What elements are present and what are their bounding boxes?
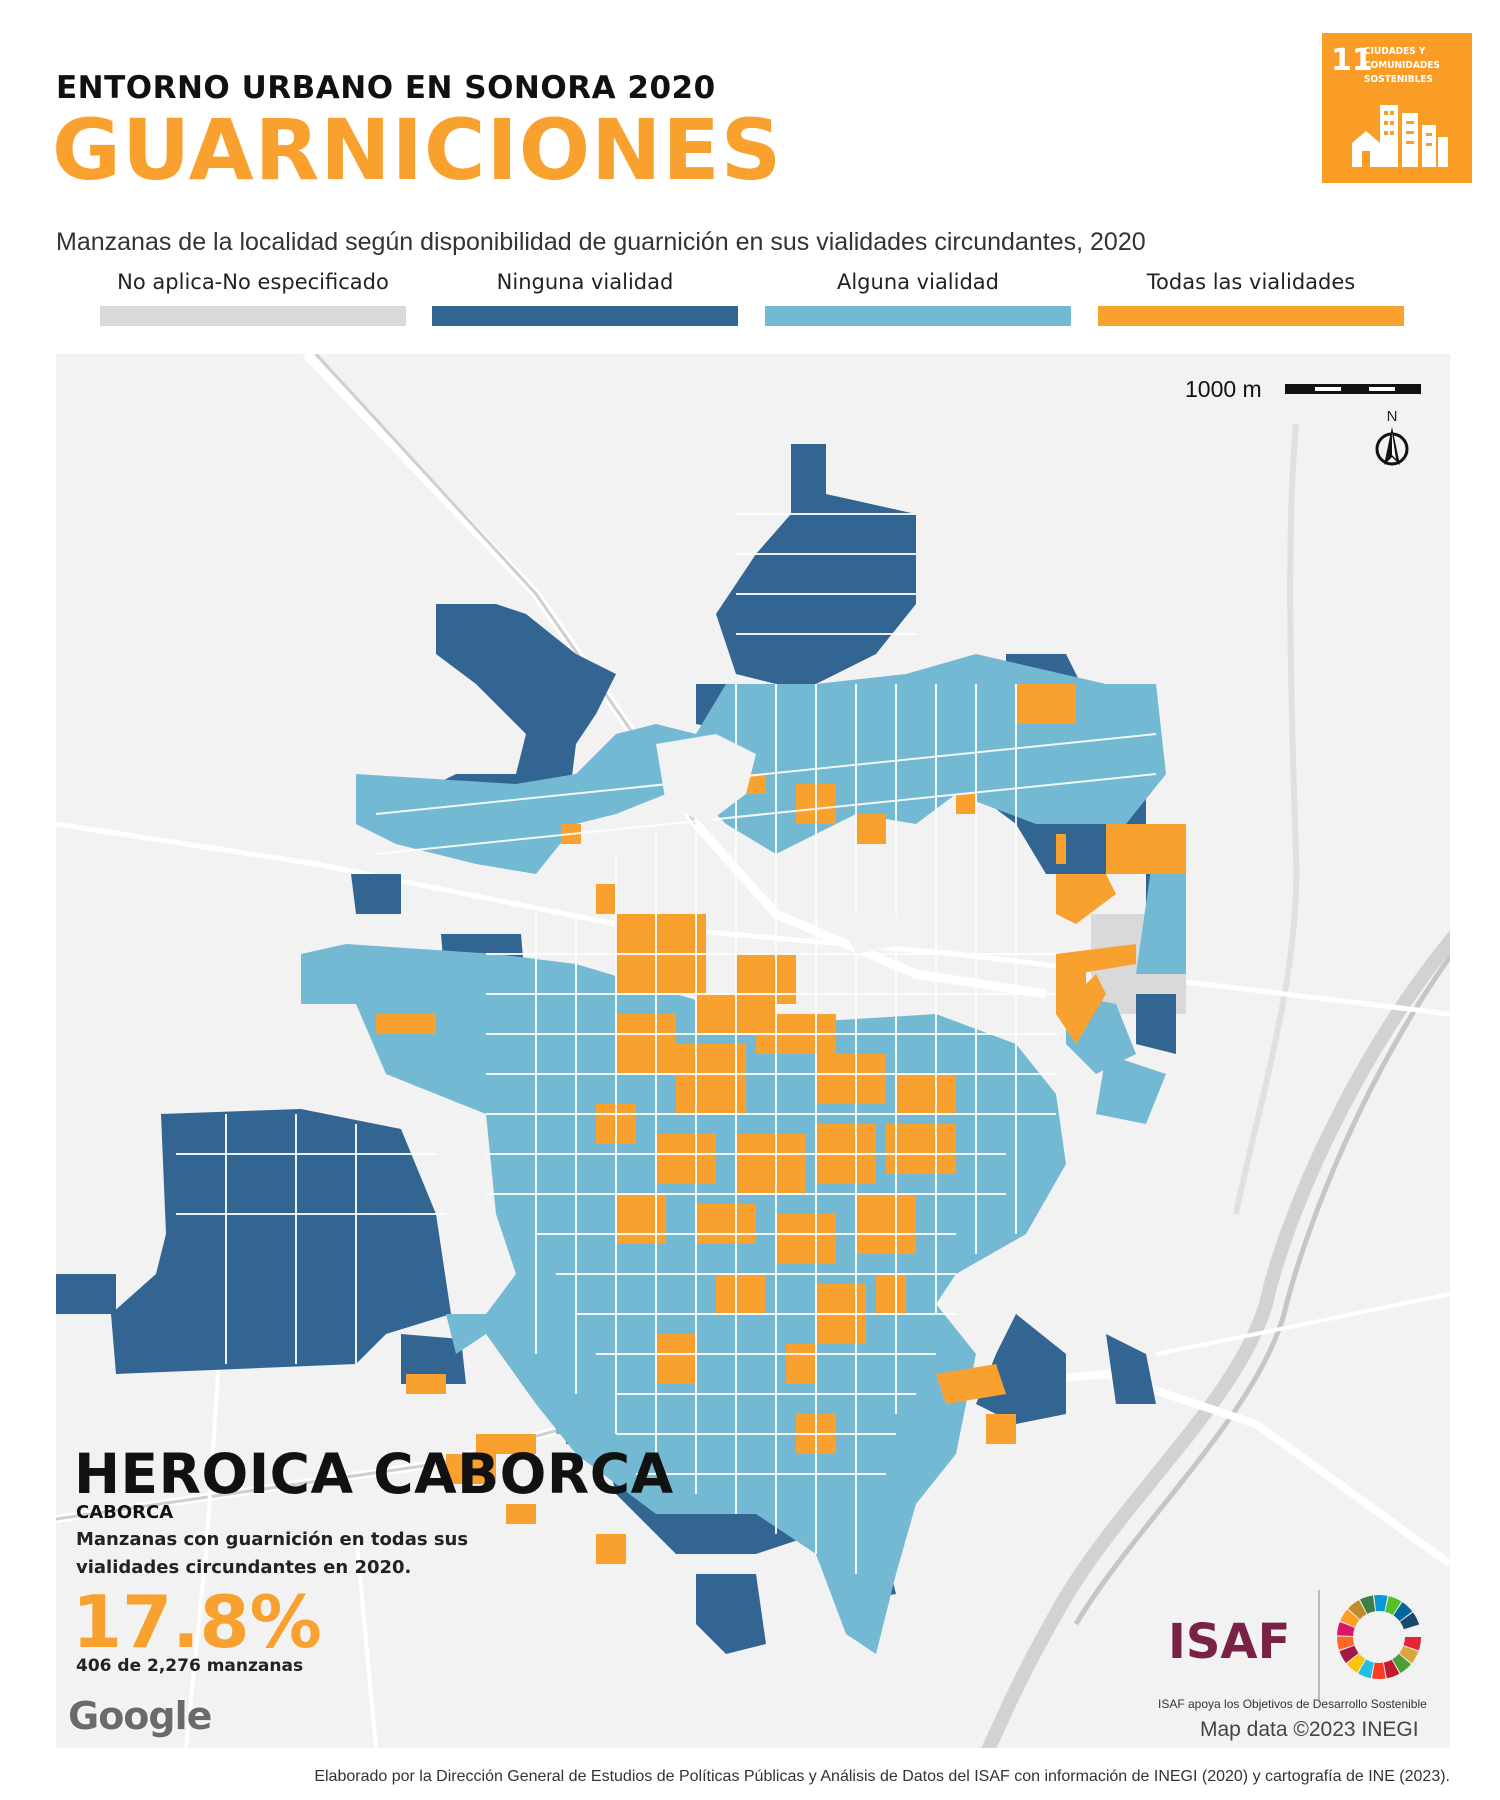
legend-label-alguna: Alguna vialidad xyxy=(836,270,1000,294)
legend-label-ninguna: Ninguna vialidad xyxy=(496,270,674,294)
map-attribution[interactable]: Map data ©2023 INEGI xyxy=(1200,1718,1419,1741)
page-title: GUARNICIONES xyxy=(52,101,783,199)
locality-name: HEROICA CABORCA xyxy=(74,1442,674,1506)
isaf-tagline: ISAF apoya los Objetivos de Desarrollo S… xyxy=(1158,1697,1427,1711)
city-buildings-icon xyxy=(1352,105,1448,167)
sdg-number: 11 xyxy=(1331,43,1373,78)
stat-description: Manzanas con guarnición en todas sus via… xyxy=(76,1529,469,1578)
sdg-label: CIUDADES Y COMUNIDADES SOSTENIBLES xyxy=(1364,46,1440,85)
stat-percent: 17.8% xyxy=(72,1580,322,1664)
sdg-11-badge: 11 CIUDADES Y COMUNIDADES SOSTENIBLES xyxy=(1322,33,1472,183)
municipality-name: CABORCA xyxy=(76,1502,174,1523)
stat-count: 406 de 2,276 manzanas xyxy=(76,1656,304,1676)
legend-label-no-aplica: No aplica-No especificado xyxy=(117,270,389,294)
legend-swatch-ninguna xyxy=(432,306,738,326)
google-logo: Google xyxy=(68,1694,212,1738)
map-subtitle: Manzanas de la localidad según disponibi… xyxy=(56,228,1146,256)
kicker-title: ENTORNO URBANO EN SONORA 2020 xyxy=(56,70,716,106)
scale-bar xyxy=(1285,384,1421,394)
scale-label: 1000 m xyxy=(1185,376,1262,402)
legend-swatch-todas xyxy=(1098,306,1404,326)
sdg-wheel-icon xyxy=(1337,1595,1421,1679)
legend-label-todas: Todas las vialidades xyxy=(1146,270,1356,294)
footer-credit: Elaborado por la Dirección General de Es… xyxy=(314,1768,1450,1785)
isaf-logo: ISAF xyxy=(1168,1590,1430,1720)
city-blocks-layer xyxy=(56,444,1186,1654)
isaf-wordmark: ISAF xyxy=(1168,1614,1291,1670)
map-canvas[interactable] xyxy=(56,354,1450,1748)
legend-swatch-alguna xyxy=(765,306,1071,326)
legend-swatch-no-aplica xyxy=(100,306,406,326)
north-arrow-icon: N xyxy=(1370,408,1414,476)
